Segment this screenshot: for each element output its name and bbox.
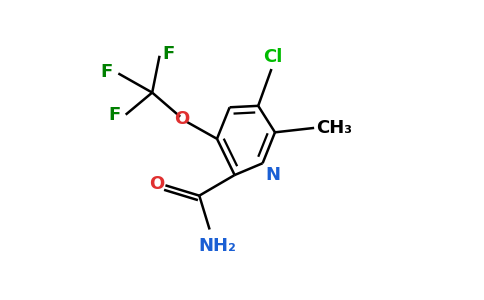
Text: O: O: [150, 175, 165, 193]
Text: NH₂: NH₂: [198, 237, 236, 255]
Text: F: F: [108, 106, 121, 124]
Text: Cl: Cl: [263, 48, 283, 66]
Text: N: N: [266, 166, 281, 184]
Text: CH₃: CH₃: [317, 119, 352, 137]
Text: F: F: [163, 45, 175, 63]
Text: F: F: [101, 63, 113, 81]
Text: O: O: [174, 110, 190, 128]
